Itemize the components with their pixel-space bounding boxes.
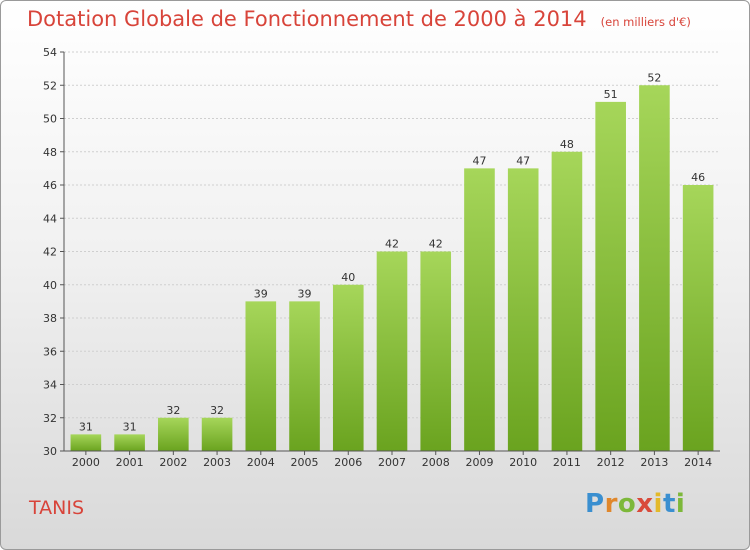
logo-letter: i <box>675 489 686 519</box>
bar <box>639 85 670 451</box>
x-tick-label: 2013 <box>640 456 668 469</box>
bar <box>595 101 626 451</box>
y-tick-label: 36 <box>43 345 57 358</box>
bar-value-label: 42 <box>429 238 443 251</box>
x-tick-label: 2010 <box>509 456 537 469</box>
bar-value-label: 47 <box>516 154 530 167</box>
bar <box>70 434 102 451</box>
bar <box>376 251 408 451</box>
y-tick-label: 40 <box>43 279 57 292</box>
bar <box>507 168 539 451</box>
x-tick-label: 2004 <box>247 456 275 469</box>
bar <box>114 434 145 451</box>
y-tick-label: 42 <box>43 246 57 259</box>
y-tick-label: 48 <box>43 146 57 159</box>
x-tick-label: 2005 <box>291 456 319 469</box>
value-labels: 31 31 32 32 39 39 40 42 42 47 47 48 51 52 46 <box>79 71 705 433</box>
axes: 30 32 34 36 38 40 42 44 46 48 50 52 54 2000 2001 2002 20… <box>43 46 720 469</box>
bar <box>420 251 452 451</box>
bar-value-label: 51 <box>604 88 618 101</box>
bar-value-label: 32 <box>210 404 224 417</box>
x-tick-label: 2009 <box>465 456 493 469</box>
bar-value-label: 32 <box>166 404 180 417</box>
logo-letter: i <box>653 489 663 519</box>
y-tick-label: 30 <box>43 445 57 458</box>
bar-value-label: 46 <box>691 171 705 184</box>
title-main: Dotation Globale de Fonctionnement de 20… <box>27 7 587 31</box>
y-tick-label: 44 <box>43 212 57 225</box>
x-tick-label: 2001 <box>116 456 144 469</box>
bar <box>158 417 189 451</box>
y-tick-label: 52 <box>43 79 57 92</box>
y-tick-label: 50 <box>43 113 57 126</box>
logo-letter: P <box>585 489 605 519</box>
y-tick-label: 46 <box>43 179 57 192</box>
chart-title: Dotation Globale de Fonctionnement de 20… <box>27 7 691 31</box>
bar <box>245 301 277 451</box>
x-tick-label: 2014 <box>684 456 712 469</box>
y-tick-label: 34 <box>43 379 57 392</box>
bar <box>332 284 364 451</box>
title-unit-note: (en milliers d'€) <box>600 15 691 29</box>
logo-letter: x <box>636 489 654 519</box>
y-tick-label: 32 <box>43 412 57 425</box>
logo-letter: o <box>617 489 637 519</box>
x-tick-label: 2007 <box>378 456 406 469</box>
bar-value-label: 39 <box>298 287 312 300</box>
logo-letter: r <box>604 489 618 519</box>
x-tick-label: 2011 <box>553 456 581 469</box>
bar-value-label: 40 <box>341 271 355 284</box>
bar <box>551 151 583 451</box>
bar-value-label: 31 <box>123 420 137 433</box>
bars-group <box>70 85 714 451</box>
bar-value-label: 42 <box>385 238 399 251</box>
commune-name: TANIS <box>29 497 85 519</box>
bar <box>289 301 320 451</box>
x-tick-label: 2008 <box>422 456 450 469</box>
bar-value-label: 48 <box>560 138 574 151</box>
bar <box>201 417 233 451</box>
bar-value-label: 47 <box>472 154 486 167</box>
x-tick-label: 2002 <box>159 456 187 469</box>
x-tick-label: 2000 <box>72 456 100 469</box>
proxiti-logo: Proxiti <box>585 489 685 519</box>
bar <box>682 185 714 451</box>
y-tick-label: 54 <box>43 46 57 59</box>
bar-value-label: 31 <box>79 420 93 433</box>
bar <box>464 168 495 451</box>
bar-value-label: 52 <box>647 71 661 84</box>
x-tick-label: 2006 <box>334 456 362 469</box>
bar-value-label: 39 <box>254 287 268 300</box>
y-tick-label: 38 <box>43 312 57 325</box>
x-tick-label: 2003 <box>203 456 231 469</box>
x-tick-label: 2012 <box>597 456 625 469</box>
logo-letter: t <box>662 489 676 519</box>
